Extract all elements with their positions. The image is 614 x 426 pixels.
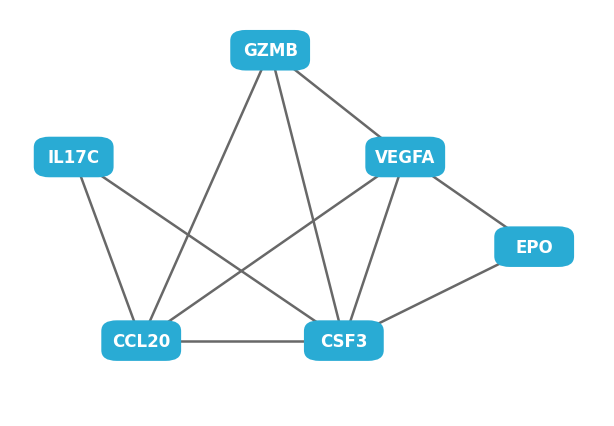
FancyBboxPatch shape — [494, 227, 574, 268]
Text: GZMB: GZMB — [243, 42, 298, 60]
Text: CCL20: CCL20 — [112, 332, 170, 350]
Text: EPO: EPO — [515, 238, 553, 256]
Text: CSF3: CSF3 — [320, 332, 368, 350]
Text: IL17C: IL17C — [48, 149, 99, 167]
FancyBboxPatch shape — [230, 31, 310, 71]
Text: VEGFA: VEGFA — [375, 149, 435, 167]
FancyBboxPatch shape — [304, 320, 384, 361]
FancyBboxPatch shape — [365, 137, 445, 178]
FancyBboxPatch shape — [34, 137, 114, 178]
FancyBboxPatch shape — [101, 320, 181, 361]
